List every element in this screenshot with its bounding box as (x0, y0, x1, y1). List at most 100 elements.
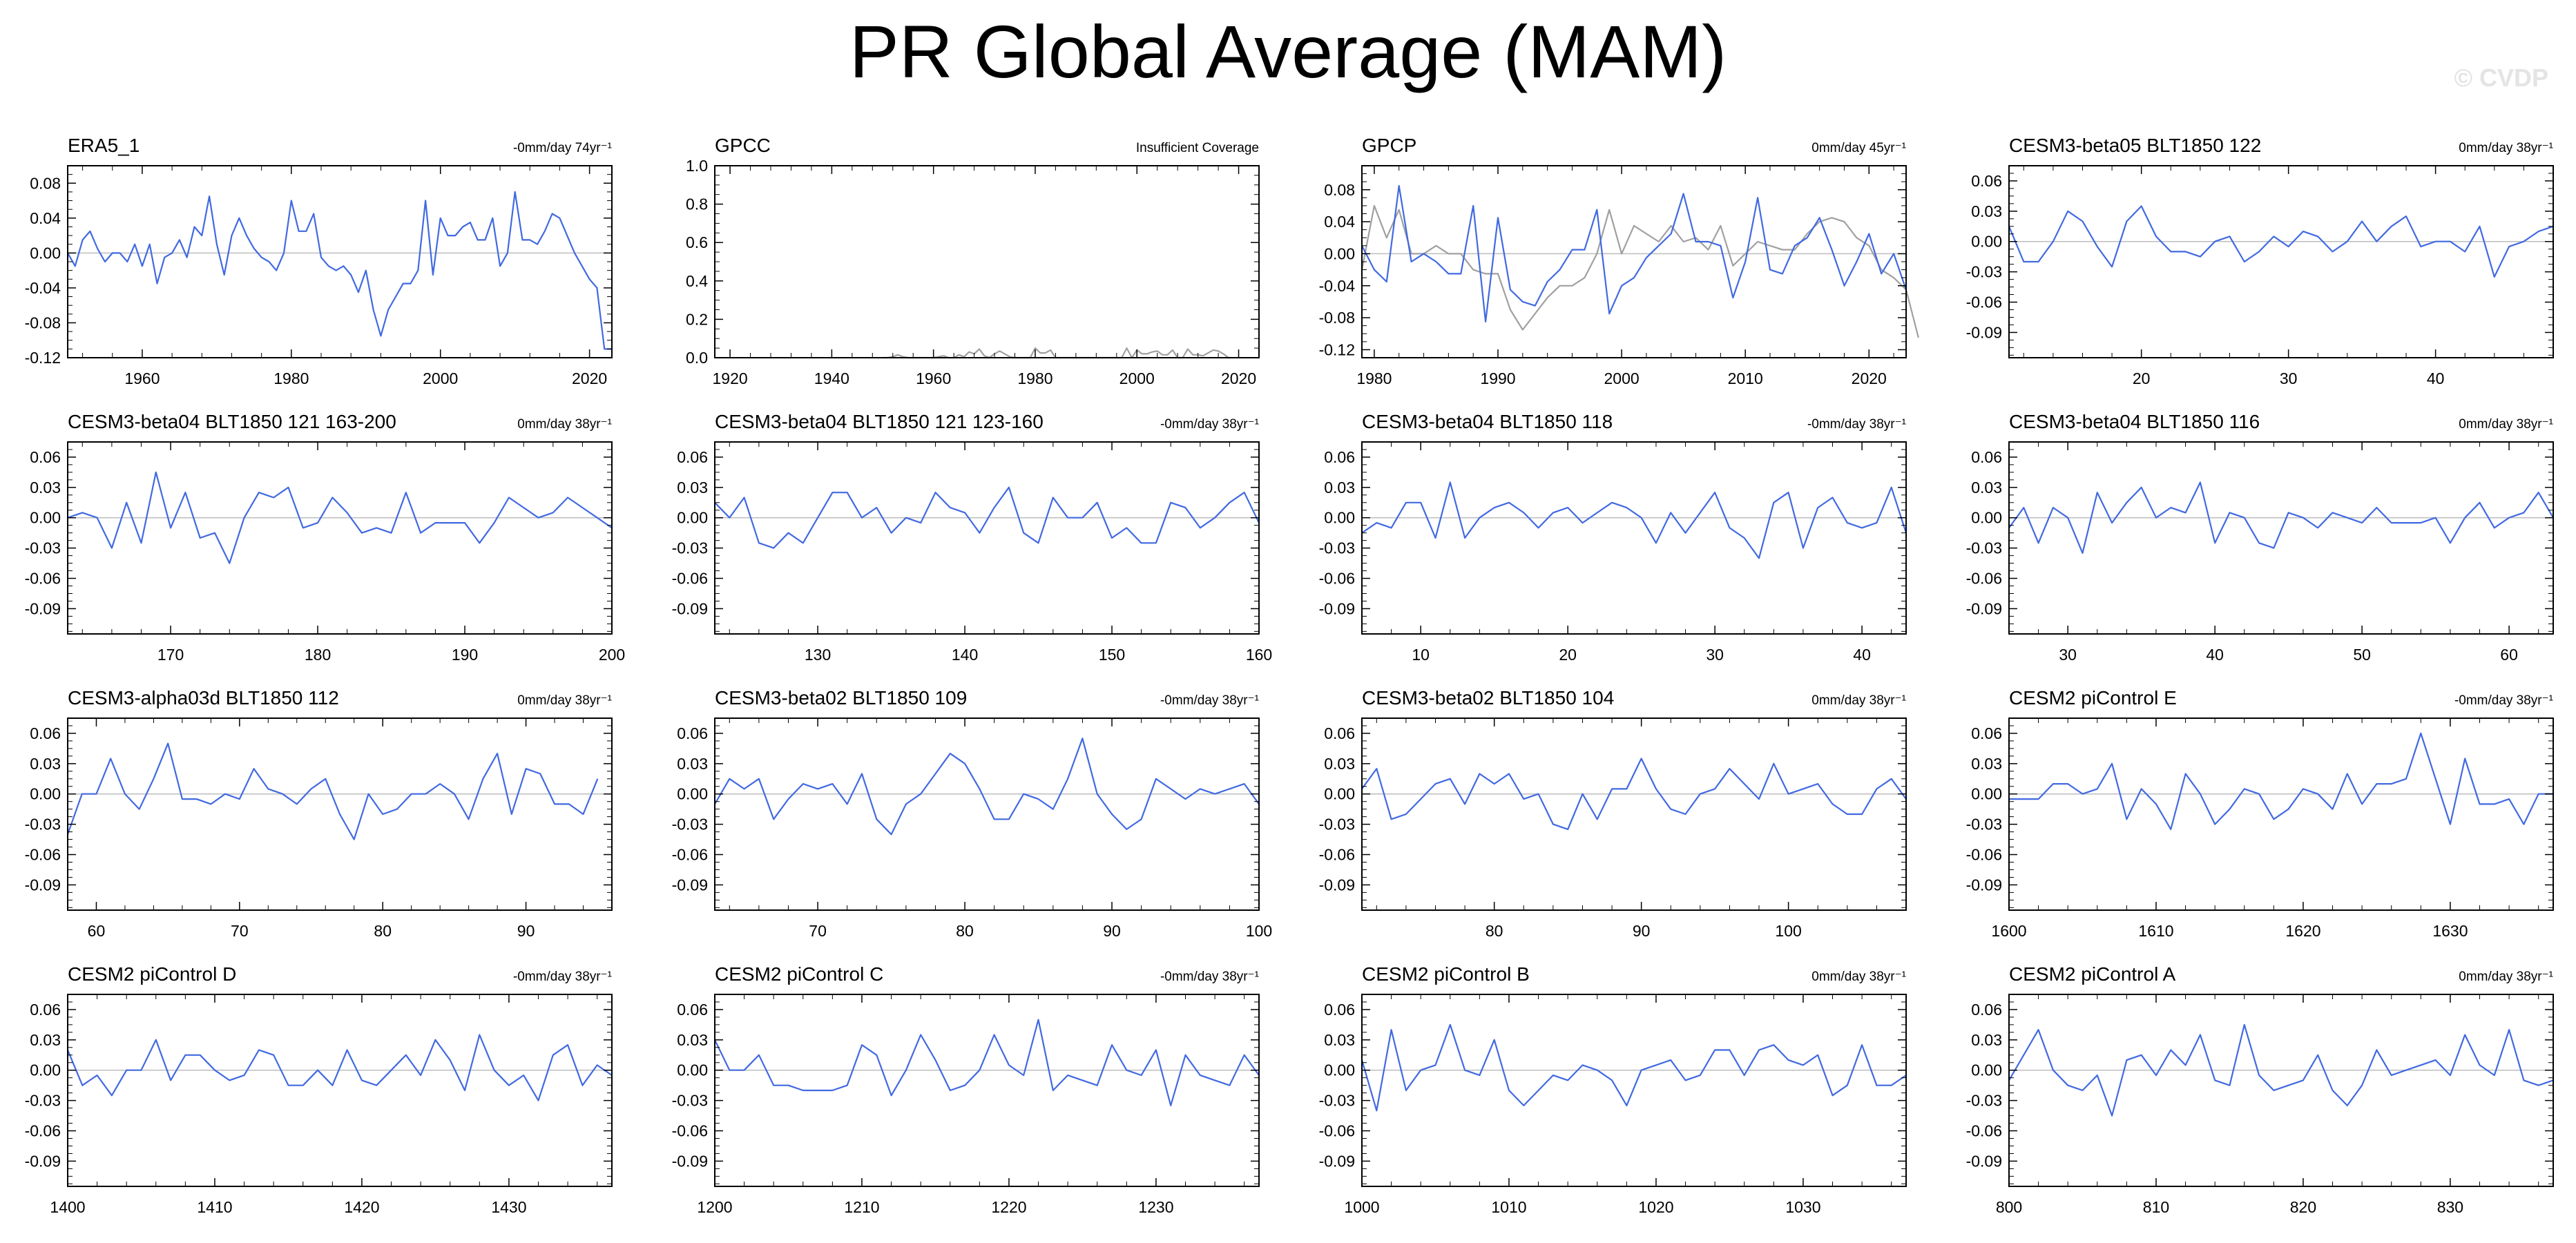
y-tick-label: -0.09 (1319, 599, 1355, 617)
panel-title: CESM2 piControl E (2009, 687, 2177, 709)
y-tick-label: 0.03 (1324, 479, 1355, 497)
chart-panel: CESM3-beta04 BLT1850 116 0mm/day 38yr⁻¹ -0… (1966, 411, 2554, 664)
y-tick-label: -0.06 (1966, 293, 2002, 311)
y-tick-label: 0.00 (1324, 244, 1355, 262)
y-tick-label: 0.03 (30, 755, 61, 773)
y-tick-label: -0.03 (1966, 816, 2002, 834)
y-tick-label: -0.06 (1966, 1122, 2002, 1140)
panel-trend-annotation: -0mm/day 38yr⁻¹ (1160, 970, 1259, 984)
x-tick-label: 170 (157, 646, 184, 664)
series-line (1361, 758, 1907, 831)
x-tick-label: 160 (1246, 646, 1272, 664)
x-tick-label: 1400 (50, 1198, 85, 1216)
series-line (67, 471, 613, 564)
y-tick-label: -0.06 (25, 846, 61, 864)
chart-panel: CESM3-beta04 BLT1850 121 123-160 -0mm/day… (672, 411, 1273, 664)
x-tick-label: 1980 (1356, 369, 1392, 387)
panel-trend-annotation: 0mm/day 38yr⁻¹ (1811, 693, 1906, 708)
x-tick-label: 80 (956, 922, 974, 940)
y-tick-label: 0.00 (30, 1061, 61, 1079)
x-tick-label: 2000 (1119, 369, 1155, 387)
x-tick-label: 100 (1775, 922, 1801, 940)
x-tick-label: 1020 (1638, 1198, 1673, 1216)
y-tick-label: 0.06 (1324, 448, 1355, 466)
plot-frame (1361, 994, 1907, 1187)
chart-panel: CESM3-beta04 BLT1850 118 -0mm/day 38yr⁻¹ -… (1319, 411, 1907, 664)
y-tick-label: -0.06 (1319, 1122, 1355, 1140)
x-tick-label: 30 (2059, 646, 2077, 664)
x-tick-label: 1980 (1017, 369, 1052, 387)
plot-frame (714, 165, 1260, 358)
x-tick-label: 200 (599, 646, 625, 664)
y-tick-label: 0.03 (1324, 755, 1355, 773)
panel-trend-annotation: Insufficient Coverage (1136, 141, 1259, 155)
panel-trend-annotation: -0mm/day 38yr⁻¹ (1160, 693, 1259, 708)
panel-trend-annotation: 0mm/day 38yr⁻¹ (517, 693, 612, 708)
y-tick-label: 0.03 (1324, 1031, 1355, 1049)
plot-frame (2008, 717, 2554, 911)
y-tick-label: -0.09 (1319, 1152, 1355, 1170)
y-tick-label: 0.03 (677, 1031, 708, 1049)
series-line (714, 486, 1260, 549)
y-tick-label: -0.09 (1966, 1152, 2002, 1170)
y-tick-label: 0.04 (30, 209, 61, 227)
series-line (2008, 1023, 2554, 1117)
y-tick-label: -0.06 (25, 1122, 61, 1140)
panel-title: CESM3-beta04 BLT1850 118 (1362, 411, 1613, 432)
x-tick-label: 1610 (2138, 922, 2173, 940)
plot-frame (2008, 165, 2554, 358)
y-tick-label: -0.12 (25, 349, 61, 367)
y-tick-label: 0.0 (686, 349, 708, 367)
y-tick-label: 0.03 (30, 1031, 61, 1049)
panel-title: CESM3-beta05 BLT1850 122 (2009, 135, 2261, 156)
x-tick-label: 150 (1099, 646, 1125, 664)
y-tick-label: 0.06 (1971, 172, 2002, 190)
y-tick-label: -0.03 (672, 1092, 708, 1110)
x-tick-label: 80 (374, 922, 392, 940)
plot-frame (67, 717, 613, 911)
x-tick-label: 1420 (344, 1198, 379, 1216)
plot-frame (1361, 165, 1907, 358)
y-tick-label: 0.06 (30, 1001, 61, 1019)
plot-frame (714, 717, 1260, 911)
plot-frame (714, 441, 1260, 635)
x-tick-label: 1030 (1785, 1198, 1820, 1216)
y-tick-label: 0.03 (1971, 202, 2002, 220)
panel-title: CESM3-beta02 BLT1850 104 (1362, 687, 1614, 709)
panel-trend-annotation: -0mm/day 38yr⁻¹ (1807, 417, 1906, 432)
y-tick-label: 0.06 (1971, 1001, 2002, 1019)
plot-frame (1361, 441, 1907, 635)
y-tick-label: 0.03 (677, 479, 708, 497)
y-tick-label: -0.06 (1966, 570, 2002, 588)
plot-frame (2008, 441, 2554, 635)
y-tick-label: 0.8 (686, 195, 708, 213)
chart-panel: CESM2 piControl D -0mm/day 38yr⁻¹ -0.09 -0.… (25, 963, 613, 1216)
y-tick-label: -0.09 (25, 876, 61, 894)
y-tick-label: 0.00 (1324, 785, 1355, 803)
x-tick-label: 810 (2143, 1198, 2169, 1216)
x-tick-label: 130 (805, 646, 831, 664)
x-tick-label: 2020 (1852, 369, 1887, 387)
x-tick-label: 1010 (1491, 1198, 1526, 1216)
x-tick-label: 1600 (1991, 922, 2026, 940)
x-tick-label: 40 (2427, 369, 2445, 387)
chart-panel: CESM2 piControl C -0mm/day 38yr⁻¹ -0.09 -0.… (672, 963, 1260, 1216)
y-tick-label: -0.08 (1319, 309, 1355, 327)
chart-panel: CESM2 piControl A 0mm/day 38yr⁻¹ -0.09 -0.0… (1966, 963, 2554, 1216)
x-tick-label: 90 (1633, 922, 1651, 940)
x-tick-label: 90 (517, 922, 535, 940)
plot-frame (714, 994, 1260, 1187)
y-tick-label: 0.06 (1971, 448, 2002, 466)
panel-title: CESM3-beta02 BLT1850 109 (715, 687, 967, 709)
panel-trend-annotation: 0mm/day 38yr⁻¹ (1811, 970, 1906, 984)
y-tick-label: -0.04 (25, 279, 61, 297)
x-tick-label: 1230 (1138, 1198, 1173, 1216)
y-tick-label: -0.09 (672, 876, 708, 894)
x-tick-label: 30 (2280, 369, 2298, 387)
x-tick-label: 40 (1853, 646, 1871, 664)
observation-series-line (1361, 204, 1919, 338)
x-tick-label: 1620 (2285, 922, 2320, 940)
y-tick-label: -0.03 (672, 816, 708, 834)
y-tick-label: 0.03 (1971, 1031, 2002, 1049)
